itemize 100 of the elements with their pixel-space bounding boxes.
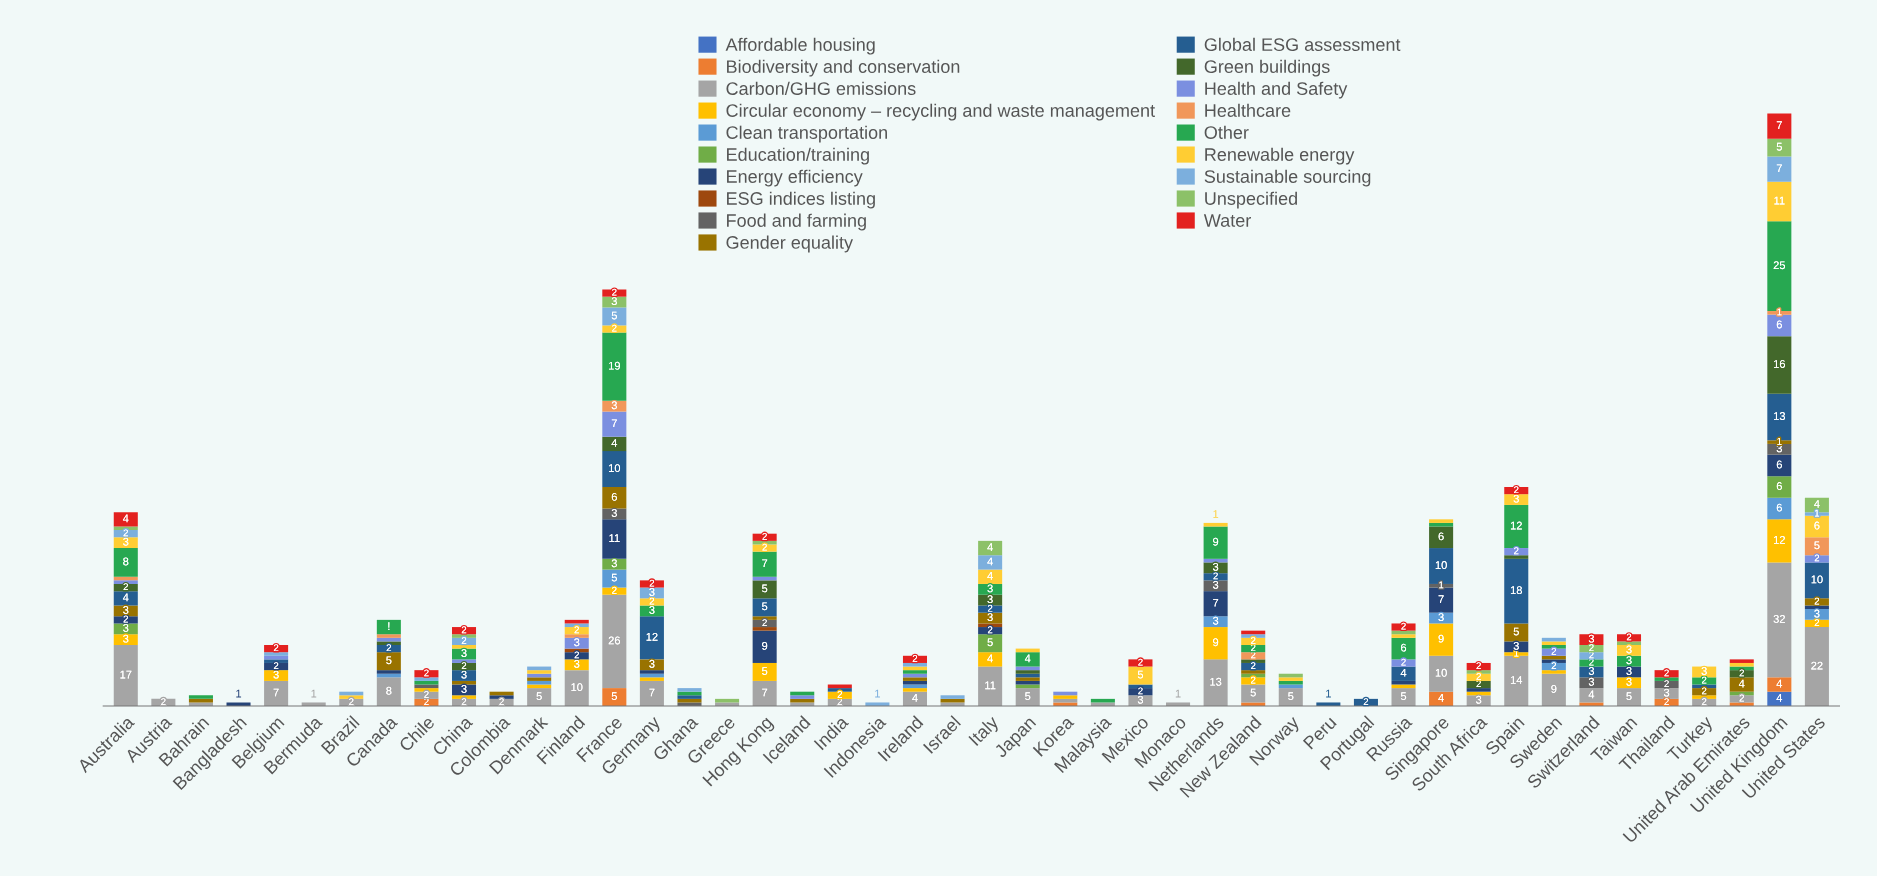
bar (1804, 627, 1829, 707)
data-label: 2 (123, 529, 128, 537)
data-label: 10 (1435, 561, 1447, 569)
data-label: 19 (609, 361, 620, 370)
data-label: 3 (1626, 656, 1632, 665)
legend-label: Other (1204, 125, 1249, 139)
bar (902, 677, 927, 681)
bar (1278, 677, 1303, 681)
bar (376, 641, 401, 646)
bar (489, 695, 514, 699)
data-label: 6 (1776, 503, 1782, 512)
bar (639, 670, 664, 674)
legend-label: Biodiversity and conservation (727, 59, 960, 77)
data-label: 6 (1814, 521, 1820, 530)
data-label: 2 (1250, 637, 1256, 644)
bar (602, 411, 627, 437)
data-label: 6 (1776, 460, 1782, 469)
data-label: 3 (1588, 634, 1595, 643)
data-label: 2 (837, 691, 843, 698)
bar (451, 645, 477, 649)
data-label: 2 (461, 662, 467, 670)
data-label: 25 (1773, 261, 1786, 270)
bar (1278, 680, 1303, 685)
data-label: 7 (762, 559, 768, 568)
data-label: 3 (1137, 695, 1144, 704)
data-label: 5 (1814, 541, 1820, 550)
data-label: 3 (123, 537, 129, 546)
bar (1241, 634, 1266, 638)
data-label: 13 (1774, 412, 1786, 420)
bar (414, 680, 439, 685)
data-label: 7 (273, 688, 279, 697)
data-label: 3 (123, 634, 129, 643)
bar (1541, 670, 1566, 674)
bar (451, 659, 477, 663)
data-label: 5 (611, 311, 617, 320)
data-label: 4 (1814, 500, 1820, 508)
data-label: 2 (1664, 680, 1669, 688)
data-label: 10 (1435, 668, 1447, 677)
data-label: 3 (574, 659, 580, 668)
data-label: 1 (1175, 689, 1181, 698)
data-label: 6 (1776, 320, 1782, 329)
data-label: 2 (1814, 597, 1820, 605)
data-label: 1 (236, 689, 242, 698)
bar (1767, 440, 1792, 444)
bar (677, 695, 702, 699)
data-label: 3 (611, 559, 617, 568)
data-label: 2 (273, 662, 279, 670)
data-label: 4 (1776, 679, 1783, 688)
data-label: 2 (123, 583, 128, 591)
data-label: 3 (123, 606, 129, 614)
data-label: 5 (386, 656, 392, 665)
bar (752, 630, 777, 663)
bar (414, 688, 439, 692)
data-label: 2 (1514, 547, 1519, 555)
data-label: 3 (123, 623, 129, 632)
bar (1053, 695, 1078, 699)
data-label: 3 (1212, 616, 1219, 625)
bar (264, 652, 289, 656)
bar (339, 695, 364, 699)
data-label: 3 (611, 401, 617, 410)
data-label: 2 (161, 698, 166, 705)
data-label: 22 (1811, 661, 1823, 670)
data-label: 2 (1401, 622, 1406, 630)
data-label: 3 (574, 638, 580, 647)
data-label: 3 (611, 297, 617, 306)
legend-label: Affordable housing (725, 37, 875, 55)
bar (1616, 641, 1642, 646)
data-label: 3 (461, 685, 467, 693)
bar (602, 594, 627, 689)
data-label: 3 (987, 613, 993, 622)
data-label: 9 (762, 641, 768, 650)
data-label: 2 (1664, 698, 1669, 705)
legend-label: Gender equality (726, 235, 853, 253)
data-label: 5 (536, 692, 542, 701)
bar (1541, 659, 1566, 663)
data-label: 4 (1400, 668, 1407, 677)
data-label: 9 (1551, 685, 1557, 693)
data-label: 5 (1137, 670, 1144, 679)
bar (1654, 677, 1679, 681)
data-label: 3 (649, 606, 655, 614)
bar (1504, 558, 1529, 624)
bar (790, 695, 815, 699)
data-label: 2 (762, 619, 767, 626)
legend-label: Renewable energy (1205, 147, 1355, 165)
data-label: 2 (1739, 694, 1744, 702)
data-label: 11 (985, 681, 996, 690)
data-label: 2 (461, 637, 467, 644)
data-label: 14 (1510, 676, 1523, 684)
bar (940, 695, 965, 699)
legend-label: ESG indices listing (727, 191, 875, 209)
data-label: 2 (386, 644, 392, 652)
data-label: 2 (1138, 687, 1143, 695)
legend-label: Clean transportation (726, 125, 887, 143)
data-label: 3 (1663, 688, 1670, 697)
bar (1241, 670, 1266, 674)
data-label: 2 (424, 669, 429, 677)
data-label: 7 (611, 419, 617, 428)
data-label: 2 (1626, 633, 1632, 641)
data-label: 4 (912, 694, 918, 702)
data-label: 9 (1213, 537, 1219, 546)
